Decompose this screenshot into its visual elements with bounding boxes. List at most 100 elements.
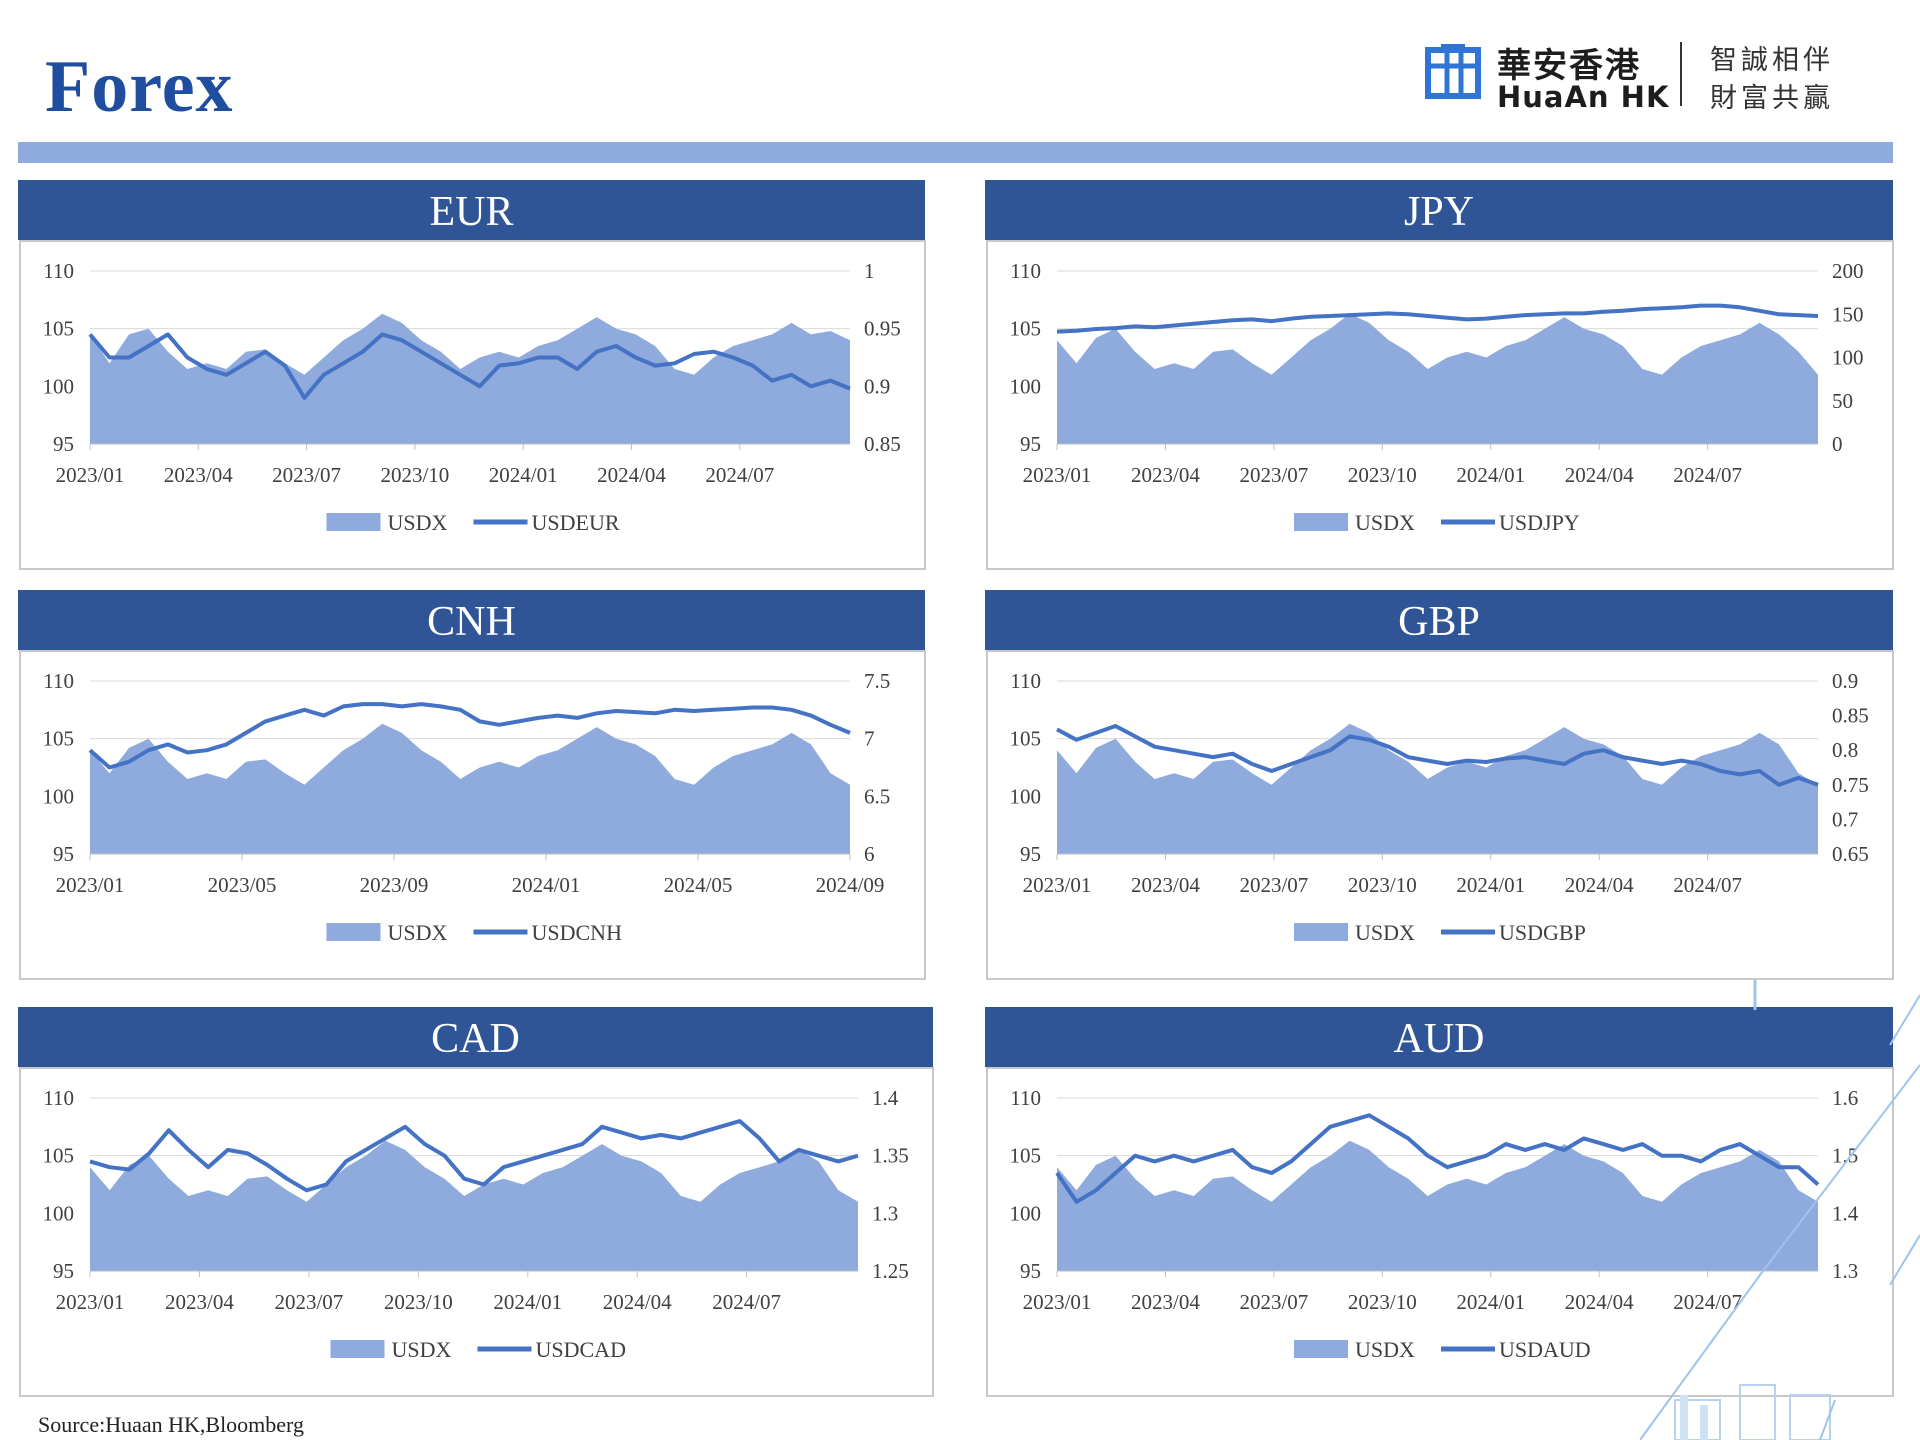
y-left-tick-label: 105 [1010,727,1042,751]
x-tick-label: 2024/07 [705,463,774,487]
y-left-tick-label: 110 [43,669,74,693]
legend-label: USDGBP [1499,920,1586,945]
x-tick-label: 2024/07 [712,1290,781,1314]
y-right-tick-label: 1.4 [1832,1201,1859,1225]
header-divider-bar [18,142,1893,163]
y-left-tick-label: 110 [1010,1086,1041,1110]
chart-title: CAD [18,1007,933,1067]
chart-panel-aud: AUD 110 105 100 95 1.6 1.5 1.4 1.3 2023/01 2023/0… [985,1007,1894,1397]
legend-swatch-area [1294,1340,1348,1358]
legend-label: USDX [388,510,448,535]
x-tick-label: 2024/04 [1565,463,1634,487]
x-tick-label: 2023/05 [208,873,277,897]
y-left-tick-label: 105 [43,727,75,751]
x-tick-label: 2024/04 [603,1290,672,1314]
x-tick-label: 2024/04 [1565,873,1634,897]
legend-swatch-area [326,513,381,531]
x-tick-label: 2023/04 [1131,1290,1200,1314]
y-right-tick-label: 7.5 [864,669,890,693]
y-right-tick-label: 6 [864,842,875,866]
legend-label: USDX [392,1337,452,1362]
legend-label: USDCAD [536,1337,626,1362]
x-tick-label: 2023/07 [1239,463,1308,487]
y-left-tick-label: 105 [1010,317,1042,341]
series-line-usdeur [88,332,851,400]
legend-label: USDJPY [1499,510,1580,535]
chart-panel-cnh: CNH 110 105 100 95 7.5 7 6.5 6 2023/01 2023/05 202… [18,590,926,980]
y-left-tick-label: 95 [53,1259,74,1283]
y-left-tick-label: 110 [1010,669,1041,693]
series-line-usdcad [89,1119,859,1193]
chart-title: CNH [18,590,925,650]
x-tick-label: 2023/07 [274,1290,343,1314]
chart-title: GBP [985,590,1893,650]
series-line-usdjpy [1056,303,1819,334]
y-right-tick-label: 7 [864,727,875,751]
chart-panel-eur: EUR 110 105 100 95 1 0.95 0.9 0.85 2023/01 2023/0… [18,180,926,570]
y-left-tick-label: 100 [1010,784,1042,808]
y-left-tick-label: 100 [43,1201,75,1225]
y-right-tick-label: 1.35 [872,1144,909,1168]
x-tick-label: 2024/09 [816,873,885,897]
y-right-tick-label: 0.9 [1832,669,1858,693]
x-tick-label: 2023/01 [56,1290,125,1314]
x-tick-label: 2023/09 [360,873,429,897]
y-left-tick-label: 95 [1020,432,1041,456]
y-right-tick-label: 6.5 [864,784,890,808]
x-tick-label: 2023/07 [1239,1290,1308,1314]
x-tick-label: 2023/10 [1348,1290,1417,1314]
y-left-tick-label: 100 [43,374,75,398]
y-right-tick-label: 1 [864,259,875,283]
x-tick-label: 2023/01 [1023,1290,1092,1314]
x-tick-label: 2024/07 [1673,463,1742,487]
y-right-tick-label: 0.65 [1832,842,1869,866]
x-tick-label: 2024/07 [1673,1290,1742,1314]
chart-panel-jpy: JPY 110 105 100 95 200 150 100 50 0 2023/01 2023/0… [985,180,1894,570]
y-right-tick-label: 1.3 [1832,1259,1858,1283]
logo-divider [1680,42,1682,106]
y-right-tick-label: 1.25 [872,1259,909,1283]
x-tick-label: 2024/01 [493,1290,562,1314]
chart-panel-cad: CAD 110 105 100 95 1.4 1.35 1.3 1.25 2023/01 2023… [18,1007,934,1397]
y-left-tick-label: 105 [43,1144,75,1168]
chart-svg: 110 105 100 95 7.5 7 6.5 6 2023/01 2023/05 2023/09… [43,669,891,945]
legend-label: USDX [1355,1337,1415,1362]
legend-swatch-area [1294,513,1348,531]
x-tick-label: 2024/01 [489,463,558,487]
y-left-tick-label: 95 [53,842,74,866]
legend-label: USDX [1355,920,1415,945]
series-area-usdx [90,723,850,854]
y-right-tick-label: 0.7 [1832,807,1858,831]
series-area-usdx [90,1140,858,1271]
chart-svg: 110 105 100 95 0.9 0.85 0.8 0.75 0.7 0.65 2023/01 2… [1010,669,1869,945]
y-right-tick-label: 0.75 [1832,773,1869,797]
legend-label: USDEUR [532,510,620,535]
logo-slogan-line1: 智誠相伴 [1710,45,1834,76]
x-tick-label: 2023/01 [1023,463,1092,487]
logo-name-en: HuaAn HK [1497,80,1670,114]
series-area-usdx [1057,723,1818,854]
chart-svg: 110 105 100 95 1 0.95 0.9 0.85 2023/01 2023/04 202… [43,259,901,535]
y-right-tick-label: 0.85 [1832,704,1869,728]
series-area-usdx [1057,1140,1818,1271]
legend-label: USDX [1355,510,1415,535]
y-right-tick-label: 0.95 [864,317,901,341]
y-right-tick-label: 0.85 [864,432,901,456]
x-tick-label: 2024/01 [1456,1290,1525,1314]
x-tick-label: 2024/01 [1456,463,1525,487]
series-line-usdcnh [88,702,851,770]
y-right-tick-label: 150 [1832,302,1864,326]
huaan-logo-mark-icon [1425,44,1481,99]
chart-title: EUR [18,180,925,240]
logo-slogan-line2: 財富共贏 [1710,83,1834,114]
y-left-tick-label: 110 [1010,259,1041,283]
y-right-tick-label: 0 [1832,432,1843,456]
chart-title: JPY [985,180,1893,240]
legend-swatch-area [326,923,381,941]
series-line-usdgbp [1056,724,1819,787]
x-tick-label: 2023/07 [1239,873,1308,897]
x-tick-label: 2023/10 [380,463,449,487]
chart-title: AUD [985,1007,1893,1067]
series-line-usdaud [1055,1113,1820,1204]
